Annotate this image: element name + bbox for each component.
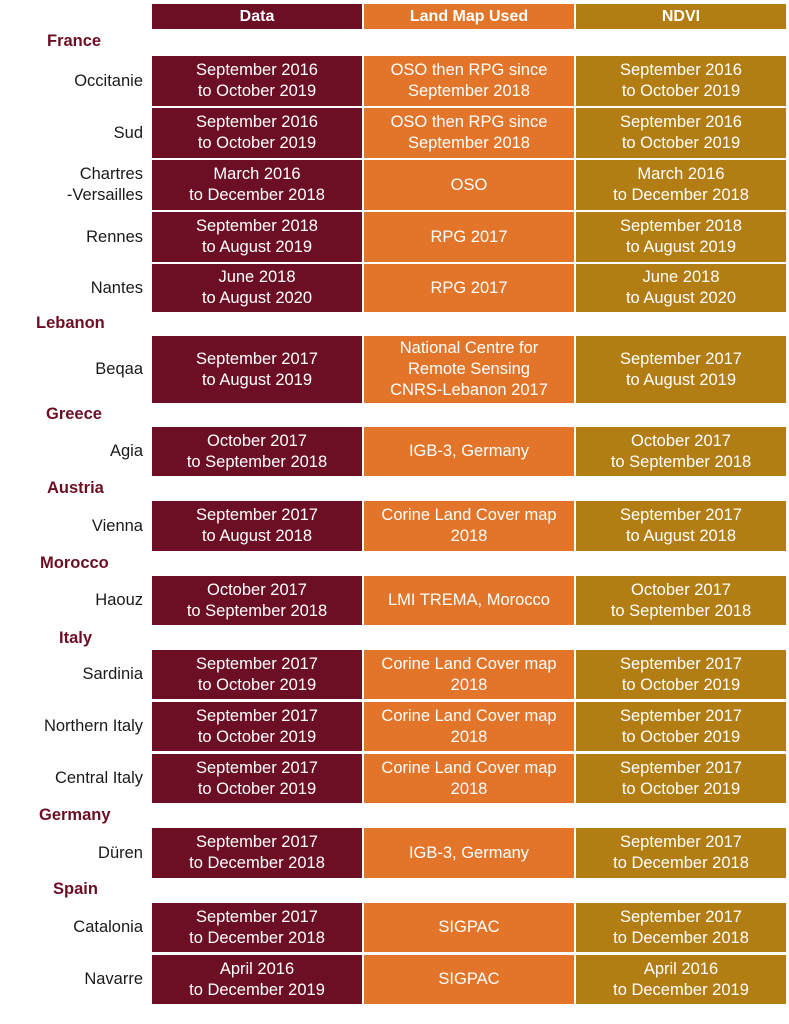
data-cell: April 2016 to December 2019	[152, 955, 362, 1004]
region-label: Düren	[98, 843, 143, 862]
country-spain: Spain	[53, 880, 98, 898]
country-germany: Germany	[39, 806, 111, 824]
ndvi-cell: September 2017 to August 2019	[576, 336, 786, 403]
ndvi-cell: September 2017 to August 2018	[576, 501, 786, 551]
data-cell: June 2018 to August 2020	[152, 264, 362, 312]
region-label: Sud	[113, 123, 143, 142]
ndvi-cell: September 2017 to December 2018	[576, 828, 786, 878]
ndvi-cell: October 2017 to September 2018	[576, 427, 786, 476]
land-map-cell: Corine Land Cover map 2018	[364, 702, 574, 751]
ndvi-cell: March 2016 to December 2018	[576, 160, 786, 210]
region-label: Sardinia	[82, 665, 143, 683]
data-cell: September 2017 to December 2018	[152, 828, 362, 878]
land-map-cell: OSO then RPG since September 2018	[364, 56, 574, 106]
data-cell: October 2017 to September 2018	[152, 427, 362, 476]
land-map-cell: IGB-3, Germany	[364, 828, 574, 878]
data-cell: September 2017 to August 2018	[152, 501, 362, 551]
country-austria: Austria	[47, 479, 104, 497]
ndvi-cell: September 2017 to October 2019	[576, 702, 786, 751]
land-map-cell: SIGPAC	[364, 903, 574, 952]
data-cell: September 2017 to October 2019	[152, 650, 362, 699]
header-land-map-used: Land Map Used	[364, 4, 574, 29]
data-cell: October 2017 to September 2018	[152, 576, 362, 625]
data-cell: September 2017 to August 2019	[152, 336, 362, 403]
region-label: Agia	[109, 442, 143, 460]
data-cell: March 2016 to December 2018	[152, 160, 362, 210]
data-cell: September 2016 to October 2019	[152, 56, 362, 106]
region-label: Chartres -Versailles	[66, 165, 143, 204]
ndvi-cell: September 2017 to December 2018	[576, 903, 786, 952]
country-italy: Italy	[59, 629, 93, 647]
region-label: Navarre	[84, 970, 143, 988]
region-label: Central Italy	[54, 769, 143, 787]
region-label: Northern Italy	[43, 717, 143, 735]
country-greece: Greece	[46, 405, 102, 423]
ndvi-cell: October 2017 to September 2018	[576, 576, 786, 625]
data-cell: September 2017 to October 2019	[152, 754, 362, 803]
land-map-cell: Corine Land Cover map 2018	[364, 501, 574, 551]
land-map-cell: Corine Land Cover map 2018	[364, 754, 574, 803]
ndvi-cell: September 2016 to October 2019	[576, 108, 786, 158]
ndvi-cell: September 2017 to October 2019	[576, 650, 786, 699]
region-label: Vienna	[91, 516, 143, 535]
data-cell: September 2016 to October 2019	[152, 108, 362, 158]
region-label: Occitanie	[74, 71, 143, 90]
ndvi-cell: September 2018 to August 2019	[576, 212, 786, 262]
ndvi-cell: September 2017 to October 2019	[576, 754, 786, 803]
region-label: Nantes	[90, 278, 143, 297]
land-map-cell: RPG 2017	[364, 212, 574, 262]
land-map-cell: LMI TREMA, Morocco	[364, 576, 574, 625]
region-label: Haouz	[95, 591, 143, 609]
land-map-cell: RPG 2017	[364, 264, 574, 312]
land-map-cell: SIGPAC	[364, 955, 574, 1004]
country-morocco: Morocco	[40, 554, 109, 572]
data-cell: September 2017 to December 2018	[152, 903, 362, 952]
header-ndvi: NDVI	[576, 4, 786, 29]
data-cell: September 2018 to August 2019	[152, 212, 362, 262]
region-label: Beqaa	[95, 360, 143, 378]
header-data: Data	[152, 4, 362, 29]
land-map-cell: National Centre for Remote Sensing CNRS-…	[364, 336, 574, 403]
ndvi-cell: September 2016 to October 2019	[576, 56, 786, 106]
ndvi-cell: June 2018 to August 2020	[576, 264, 786, 312]
land-map-cell: OSO	[364, 160, 574, 210]
region-label: Catalonia	[73, 918, 143, 936]
land-map-cell: OSO then RPG since September 2018	[364, 108, 574, 158]
country-lebanon: Lebanon	[36, 314, 105, 332]
ndvi-cell: April 2016 to December 2019	[576, 955, 786, 1004]
region-label: Rennes	[86, 227, 143, 246]
land-map-cell: Corine Land Cover map 2018	[364, 650, 574, 699]
country-france: France	[47, 32, 102, 50]
land-map-cell: IGB-3, Germany	[364, 427, 574, 476]
data-cell: September 2017 to October 2019	[152, 702, 362, 751]
